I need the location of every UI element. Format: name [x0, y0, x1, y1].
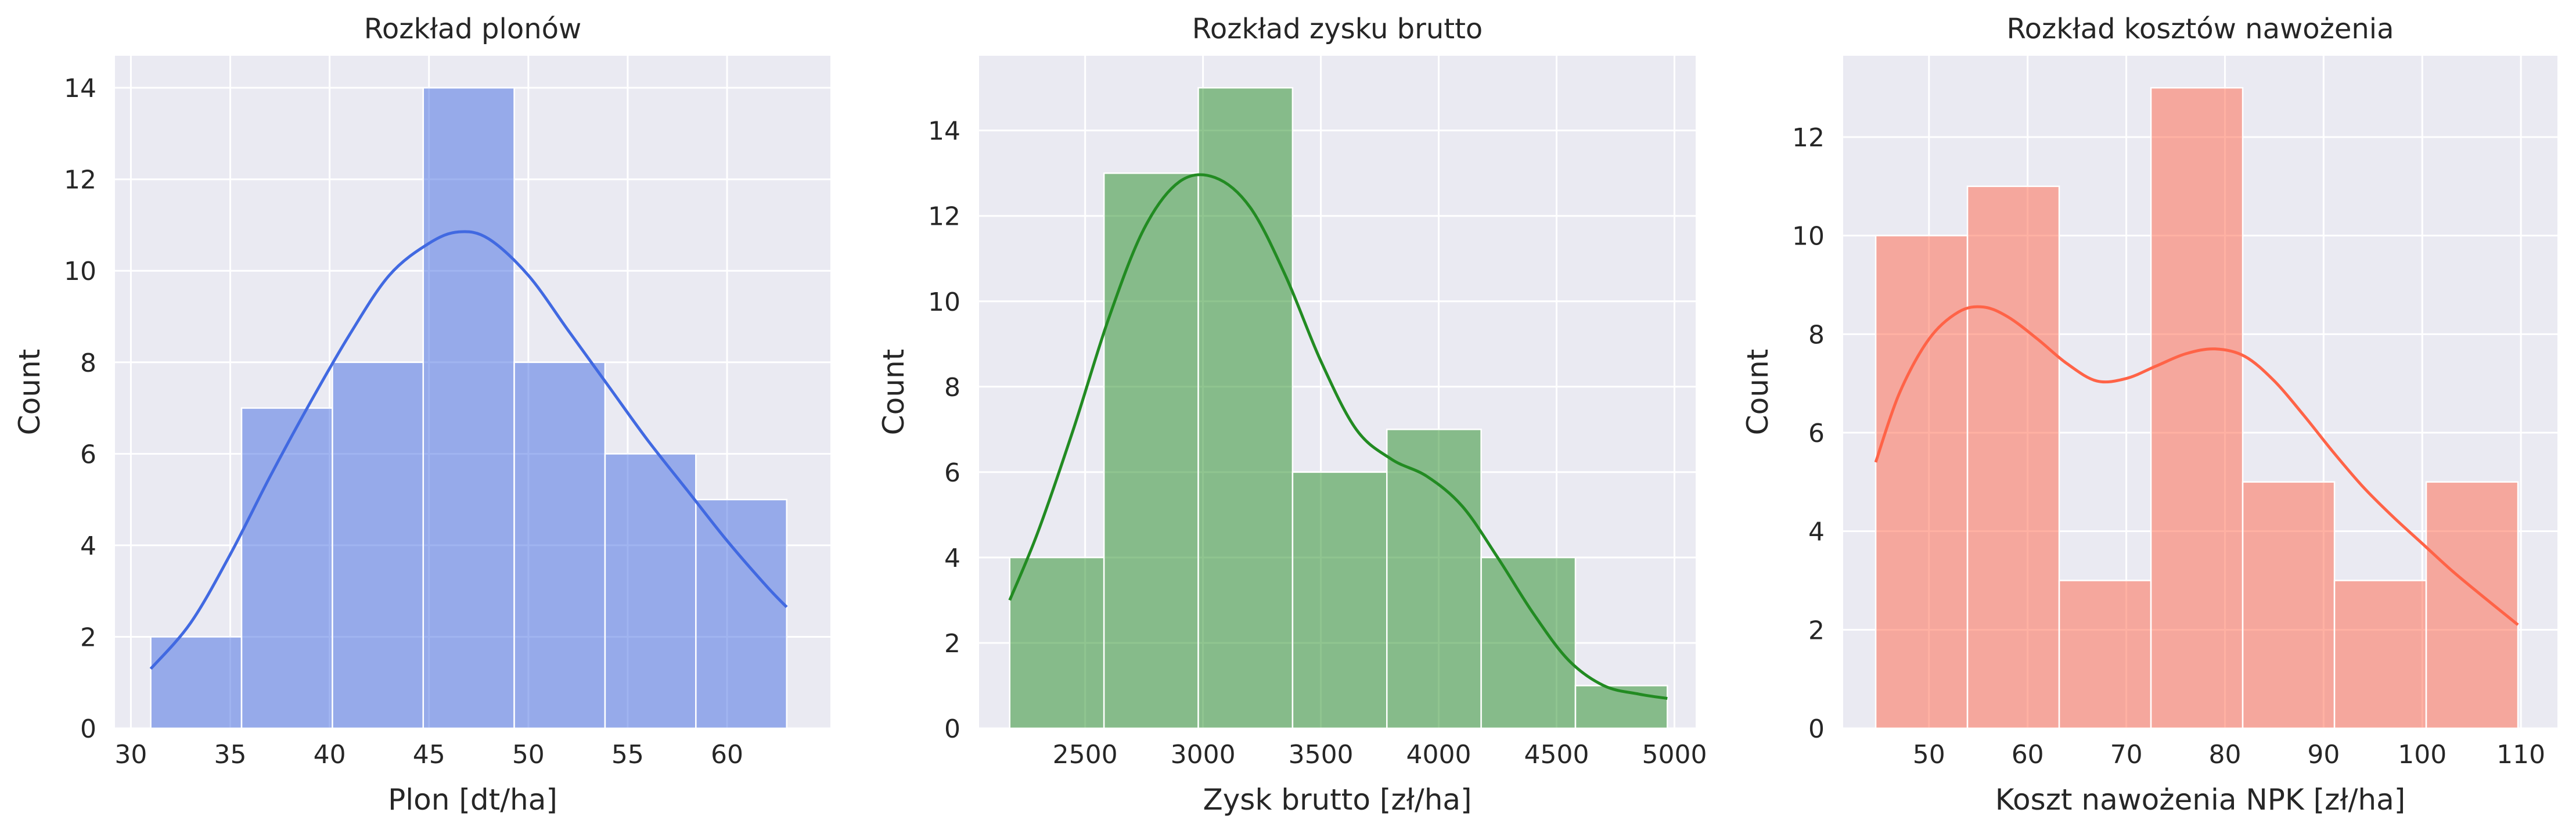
- x-tick-label: 90: [2307, 740, 2340, 770]
- x-tick-label: 4000: [1406, 740, 1472, 770]
- kde-line: [1874, 305, 2519, 626]
- y-tick-label: 4: [944, 544, 960, 573]
- histogram-bar: [1966, 185, 2060, 729]
- histogram-bar: [1574, 685, 1668, 729]
- x-tick-label: 70: [2110, 740, 2143, 770]
- chart-title: Rozkład zysku brutto: [1192, 13, 1483, 45]
- histogram-bar: [150, 636, 243, 729]
- x-tick-label: 80: [2208, 740, 2241, 770]
- x-tick-label: 60: [2012, 740, 2044, 770]
- chart-panel-3: 50 60 70 80 90 100 110 0 2 4 6 8 10 12 Rozkład kosztów…: [1741, 13, 2557, 817]
- histogram-bar: [1103, 172, 1199, 729]
- kde-line: [1008, 173, 1668, 700]
- y-axis-label: Count: [1741, 349, 1775, 436]
- histogram-bar: [1009, 556, 1105, 729]
- y-tick-label: 6: [944, 458, 960, 488]
- x-axis-label: Koszt nawożenia NPK [zł/ha]: [1995, 783, 2406, 817]
- histogram-bar: [1386, 429, 1482, 729]
- y-axis-label: Count: [13, 349, 46, 436]
- x-axis-label: Plon [dt/ha]: [388, 783, 557, 817]
- y-tick-label: 0: [80, 714, 96, 744]
- y-tick-label: 12: [928, 202, 960, 232]
- histogram-bar: [2425, 481, 2519, 729]
- chart-title: Rozkład kosztów nawożenia: [2006, 13, 2394, 45]
- y-tick-label: 4: [1808, 517, 1825, 547]
- kde-line: [149, 230, 788, 670]
- histogram-bar: [1480, 556, 1577, 729]
- histogram-bar: [332, 361, 424, 729]
- y-tick-label: 8: [944, 373, 960, 402]
- histogram-bar: [2242, 481, 2336, 729]
- y-tick-label: 10: [1792, 222, 1825, 251]
- x-tick-label: 30: [114, 740, 147, 770]
- y-tick-label: 10: [64, 257, 96, 286]
- x-tick-label: 100: [2398, 740, 2447, 770]
- x-tick-label: 3000: [1171, 740, 1236, 770]
- y-axis-label: Count: [877, 349, 911, 436]
- chart-panel-1: 30 35 40 45 50 55 60 0 2 4 6 8 10 12 14 Rozkład plonów P…: [13, 13, 830, 817]
- y-tick-label: 8: [80, 348, 96, 378]
- y-tick-label: 2: [80, 623, 96, 652]
- y-tick-label: 2: [1808, 616, 1825, 645]
- y-tick-label: 14: [64, 74, 96, 103]
- histogram-bar: [2150, 87, 2244, 729]
- chart-panel-2: 2500 3000 3500 4000 4500 5000 0 2 4 6 8 10 12 14 Rozkł…: [877, 13, 1707, 817]
- histogram-bar: [1291, 471, 1388, 729]
- histogram-bar: [240, 407, 333, 729]
- x-tick-label: 2500: [1053, 740, 1118, 770]
- histogram-bar: [2058, 580, 2152, 729]
- x-tick-label: 3500: [1289, 740, 1354, 770]
- y-tick-label: 12: [64, 166, 96, 195]
- y-tick-label: 0: [1808, 714, 1825, 744]
- x-tick-label: 4500: [1524, 740, 1589, 770]
- y-tick-label: 14: [928, 117, 960, 146]
- histogram-bar: [513, 361, 606, 729]
- chart-title: Rozkład plonów: [364, 13, 582, 45]
- x-tick-label: 5000: [1642, 740, 1707, 770]
- x-tick-label: 45: [413, 740, 445, 770]
- y-tick-label: 6: [1808, 419, 1825, 448]
- y-tick-label: 0: [944, 714, 960, 744]
- histogram-bar: [2333, 580, 2427, 729]
- histogram-bar: [604, 453, 697, 729]
- histogram-bar: [695, 498, 787, 729]
- y-tick-label: 2: [944, 629, 960, 659]
- y-tick-label: 6: [80, 440, 96, 469]
- y-tick-label: 12: [1792, 123, 1825, 153]
- y-tick-label: 4: [80, 531, 96, 561]
- histogram-bar: [1875, 235, 1969, 729]
- x-tick-label: 50: [1913, 740, 1945, 770]
- y-tick-label: 10: [928, 287, 960, 317]
- histogram-bar: [1197, 87, 1294, 729]
- x-tick-label: 50: [512, 740, 545, 770]
- x-tick-label: 35: [214, 740, 246, 770]
- x-axis-label: Zysk brutto [zł/ha]: [1203, 783, 1472, 817]
- x-tick-label: 55: [611, 740, 644, 770]
- x-tick-label: 110: [2496, 740, 2545, 770]
- x-tick-label: 40: [314, 740, 346, 770]
- histogram-bar: [422, 87, 515, 729]
- x-tick-label: 60: [711, 740, 743, 770]
- y-tick-label: 8: [1808, 320, 1825, 350]
